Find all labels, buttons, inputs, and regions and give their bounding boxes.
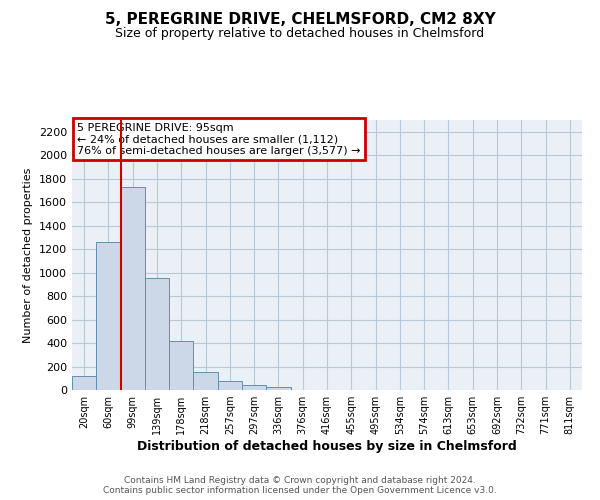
Bar xyxy=(121,187,145,390)
Text: 5, PEREGRINE DRIVE, CHELMSFORD, CM2 8XY: 5, PEREGRINE DRIVE, CHELMSFORD, CM2 8XY xyxy=(104,12,496,28)
Text: Contains HM Land Registry data © Crown copyright and database right 2024.
Contai: Contains HM Land Registry data © Crown c… xyxy=(103,476,497,495)
Bar xyxy=(145,278,169,390)
Bar xyxy=(72,376,96,390)
Bar xyxy=(218,380,242,390)
Bar xyxy=(193,372,218,390)
Text: 5 PEREGRINE DRIVE: 95sqm
← 24% of detached houses are smaller (1,112)
76% of sem: 5 PEREGRINE DRIVE: 95sqm ← 24% of detach… xyxy=(77,122,361,156)
X-axis label: Distribution of detached houses by size in Chelmsford: Distribution of detached houses by size … xyxy=(137,440,517,453)
Bar xyxy=(169,342,193,390)
Bar xyxy=(266,387,290,390)
Text: Size of property relative to detached houses in Chelmsford: Size of property relative to detached ho… xyxy=(115,28,485,40)
Bar xyxy=(242,386,266,390)
Bar xyxy=(96,242,121,390)
Y-axis label: Number of detached properties: Number of detached properties xyxy=(23,168,34,342)
